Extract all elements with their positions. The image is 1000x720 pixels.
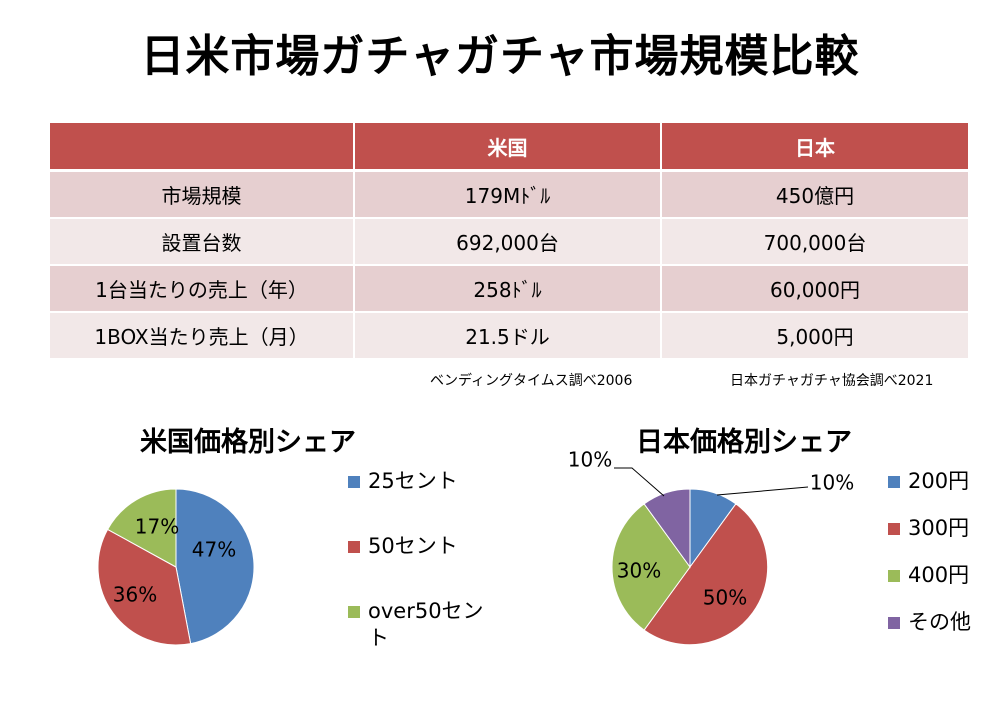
legend-label: 25セント [368,469,458,493]
legend-swatch [888,523,900,535]
japan-value: 700,000台 [661,218,968,266]
legend-item-jp-200: 200円 [888,468,988,498]
legend-swatch [888,476,900,488]
header-japan: 日本 [661,123,968,172]
legend-label: over50セント [368,599,484,650]
japan-slice-3 [643,488,691,569]
legend-item-jp-other: その他 [888,609,998,639]
legend-swatch [888,570,900,582]
japan-data-label-0: 10% [810,471,854,495]
header-us: 米国 [354,123,662,172]
japan-chart-title: 日本価格別シェア [636,427,852,458]
legend-label: 50セント [368,534,458,558]
japan-value: 60,000円 [661,265,968,313]
legend-item-us-over50: over50セント [348,598,498,658]
us-slice-1 [97,528,192,646]
us-value: 692,000台 [354,218,662,266]
source-note-us: ベンディングタイムス調べ2006 [430,373,633,389]
page-title: 日米市場ガチャガチャ市場規模比較 [140,31,860,82]
us-value: 21.5ドル [354,312,662,360]
legend-label: 400円 [908,563,970,587]
japan-value: 5,000円 [661,312,968,360]
legend-swatch [348,541,360,553]
legend-label: 300円 [908,516,970,540]
us-data-label-1: 36% [113,583,157,607]
legend-item-us-25: 25セント [348,468,498,498]
row-label: 設置台数 [50,218,355,266]
table-row: 1BOX当たり売上（月） 21.5ドル 5,000円 [50,312,968,360]
us-value: 179Mﾄﾞﾙ [354,170,662,219]
legend-swatch [888,617,900,629]
table-row: 1台当たりの売上（年） 258ﾄﾞﾙ 60,000円 [50,265,968,313]
us-slice-2 [106,488,177,568]
row-label: 1BOX当たり売上（月） [50,312,355,360]
japan-data-label-2: 30% [617,559,661,583]
table-row: 設置台数 692,000台 700,000台 [50,218,968,266]
legend-label: 200円 [908,469,970,493]
legend-item-jp-300: 300円 [888,515,988,545]
row-label: 市場規模 [50,170,355,219]
row-label: 1台当たりの売上（年） [50,265,355,313]
us-chart-title: 米国価格別シェア [140,427,356,458]
us-data-label-2: 17% [135,515,179,539]
table-row: 市場規模 179Mﾄﾞﾙ 450億円 [50,170,968,219]
us-slice-0 [175,488,255,645]
table-header-row: 米国 日本 [50,123,968,172]
us-value: 258ﾄﾞﾙ [354,265,662,313]
header-empty [50,123,355,172]
legend-swatch [348,606,360,618]
comparison-table: 米国 日本 市場規模 179Mﾄﾞﾙ 450億円 設置台数 692,000台 7… [50,123,968,360]
japan-leader-line-3 [614,467,665,497]
source-note-japan: 日本ガチャガチャ協会調べ2021 [730,373,934,389]
japan-leader-line-0 [716,486,809,496]
japan-slice-1 [643,503,769,646]
us-data-label-0: 47% [192,538,236,562]
legend-label: その他 [908,610,971,634]
japan-value: 450億円 [661,170,968,219]
legend-item-us-50: 50セント [348,533,498,563]
legend-swatch [348,476,360,488]
japan-data-label-3: 10% [568,448,612,472]
japan-slice-2 [611,503,691,631]
legend-item-jp-400: 400円 [888,562,988,592]
japan-data-label-1: 50% [703,586,747,610]
